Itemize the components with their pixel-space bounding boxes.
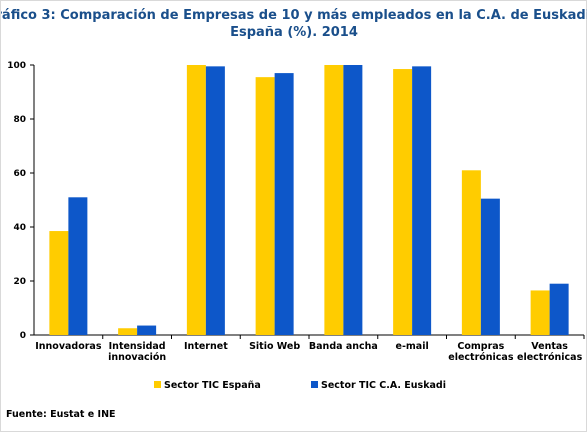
bar-espana [186,65,206,335]
bars [49,65,569,336]
bar-espana [118,328,138,335]
legend: Sector TIC España Sector TIC C.A. Euskadi [154,380,446,391]
y-axis-ticks: 0 20 40 60 80 100 [7,61,34,341]
bar-euskadi [274,73,294,335]
category-label: Innovadoras [35,341,102,352]
bar-euskadi [412,66,432,335]
legend-swatch [311,381,318,388]
bar-espana [324,65,344,335]
bar-euskadi [549,283,569,335]
source-note: Fuente: Eustat e INE [6,409,116,420]
y-tick-label: 80 [13,115,26,125]
category-label: Ventas [531,341,568,352]
category-label: Sitio Web [249,341,300,352]
category-label: electrónicas [448,352,514,363]
chart-title-line-2: España (%). 2014 [230,25,358,40]
bar-euskadi [343,65,363,335]
y-tick-label: 60 [13,169,26,179]
bar-espana [255,77,275,336]
category-label: Intensidad [109,341,166,352]
legend-label: Sector TIC España [164,380,261,391]
y-tick-label: 0 [20,331,26,341]
bar-espana [530,290,550,335]
category-label: Compras [457,341,504,352]
category-label: Internet [184,341,228,352]
y-tick-label: 20 [13,277,26,287]
category-label: innovación [108,352,166,363]
legend-label: Sector TIC C.A. Euskadi [321,380,446,391]
bar-espana [49,231,69,335]
category-label: Banda ancha [309,341,378,352]
bar-euskadi [137,325,157,335]
bar-euskadi [205,66,225,335]
chart-title-line-1: Gráfico 3: Comparación de Empresas de 10… [1,8,587,23]
legend-swatch [154,381,161,388]
category-label: e-mail [396,341,429,352]
category-label: electrónicas [517,352,583,363]
y-tick-label: 40 [13,223,26,233]
bar-espana [393,69,413,336]
y-tick-label: 100 [7,61,26,71]
bar-espana [461,170,481,335]
bar-euskadi [68,197,88,335]
bar-euskadi [480,198,500,335]
